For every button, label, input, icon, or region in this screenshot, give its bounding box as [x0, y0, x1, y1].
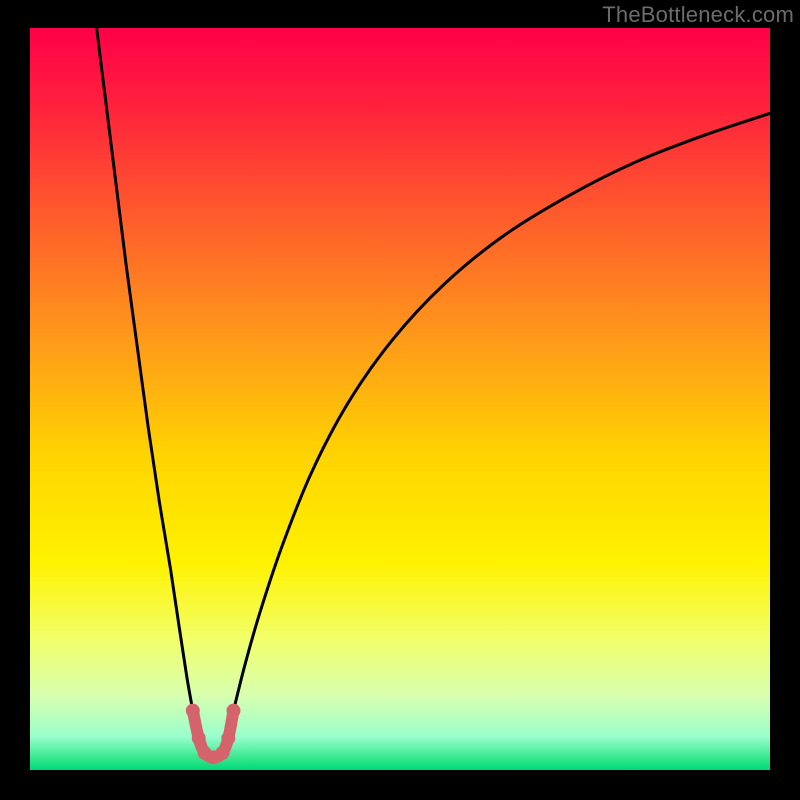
valley-marker-dot — [221, 731, 235, 745]
valley-marker-dot — [215, 746, 229, 760]
valley-marker-dot — [192, 731, 206, 745]
valley-marker-dot — [227, 704, 241, 718]
bottleneck-chart — [0, 0, 800, 800]
plot-background — [30, 28, 770, 770]
valley-marker-dot — [186, 704, 200, 718]
